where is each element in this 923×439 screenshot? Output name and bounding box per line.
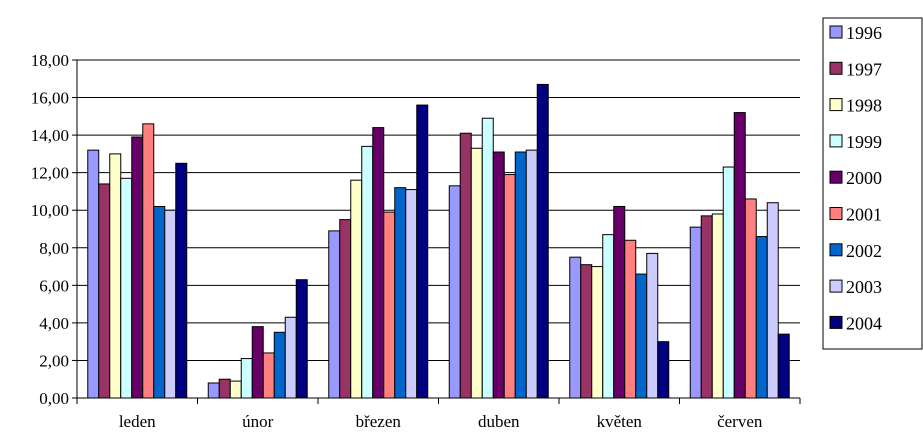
legend-swatch-2001 [829,207,843,220]
y-tick-label: 10,00 [31,201,69,220]
legend-label-2001: 2001 [846,205,882,225]
bar-2004-leden [175,162,188,399]
legend-swatch-2002 [829,243,843,257]
y-tick-label: 0,00 [39,389,69,408]
bar-2000-duben [492,151,505,399]
bar-1999-únor [240,358,253,399]
bar-1997-květen [580,264,593,399]
bar-2002-červen [755,236,768,399]
legend-label-1999: 1999 [846,132,882,152]
legend-label-1997: 1997 [846,59,882,79]
bar-2002-květen [635,273,648,399]
bar-1996-duben [448,185,461,399]
bar-1997-únor [218,378,231,399]
bar-2000-březen [372,127,385,399]
bar-2003-červen [766,202,779,399]
legend-swatch-2000 [829,170,843,184]
bar-1997-leden [98,183,111,399]
bar-2004-únor [295,279,308,399]
bar-2001-květen [624,239,637,399]
gridlines [77,59,800,361]
legend-swatch-2003 [829,279,843,293]
bar-2002-březen [394,187,407,399]
bar-2003-leden [164,209,177,399]
legend-swatch-1997 [829,61,843,75]
x-tick-label: březen [356,412,402,431]
legend-swatch-1998 [829,98,843,112]
bars [87,83,790,399]
bar-2001-duben [503,174,516,399]
y-tick-label: 16,00 [31,89,69,108]
bar-1999-březen [361,145,374,399]
legend-swatch-1999 [829,134,843,148]
y-tick-label: 6,00 [39,276,69,295]
bar-1998-březen [350,179,363,399]
legend-swatch-1996 [829,25,843,39]
legend-label-2003: 2003 [846,277,882,297]
y-tick-label: 12,00 [31,164,69,183]
bar-2004-květen [657,341,670,399]
bar-2002-duben [514,151,527,399]
bar-2000-červen [733,112,746,399]
bar-2001-červen [744,198,757,399]
bar-2001-březen [383,211,396,399]
bar-2001-leden [142,123,155,399]
x-tick-label: leden [119,412,156,431]
legend-label-1996: 1996 [846,23,882,43]
bar-1998-květen [591,266,604,399]
x-tick-label: únor [242,412,274,431]
bar-2003-květen [646,252,659,399]
bar-1996-leden [87,149,100,399]
bar-2003-březen [405,189,418,399]
legend: 1996 1997 1998 1999 2000 2001 2002 2003 2004 [822,17,923,350]
legend-label-1998: 1998 [846,96,882,116]
y-tick-label: 18,00 [31,51,69,70]
legend-label-2000: 2000 [846,168,882,188]
bar-1996-červen [689,226,702,399]
bar-1999-leden [120,177,133,399]
bar-1998-leden [109,153,122,399]
bar-2000-leden [131,136,144,399]
bar-2002-únor [273,331,286,399]
y-tick-label: 4,00 [39,314,69,333]
legend-label-2004: 2004 [846,313,882,333]
bar-2003-duben [525,149,538,399]
bar-2004-březen [416,104,429,399]
y-tick-label: 8,00 [39,239,69,258]
x-tick-label: duben [478,412,520,431]
bar-1996-únor [207,382,220,399]
bar-1997-duben [459,132,472,399]
bar-2000-únor [251,326,264,399]
x-tick-label: červen [717,412,763,431]
bar-1997-červen [700,215,713,399]
x-tick-label: květen [597,412,643,431]
bar-1999-červen [722,166,735,399]
legend-swatch-2004 [829,315,843,329]
axes: 0,00 2,00 4,00 6,00 8,00 10,00 12,00 14,00 16,00… [31,51,801,431]
bar-1998-červen [711,213,724,399]
y-tick-label: 2,00 [39,351,69,370]
bar-2002-leden [153,205,166,399]
bar-1996-květen [569,256,582,399]
bar-1999-květen [602,234,615,399]
y-tick-label: 14,00 [31,126,69,145]
bar-2003-únor [284,316,297,399]
bar-2000-květen [613,205,626,399]
bar-1997-březen [339,219,352,399]
bar-1999-duben [481,117,494,399]
bar-1998-únor [229,380,242,399]
bar-2004-červen [777,333,790,399]
bar-1998-duben [470,147,483,399]
legend-label-2002: 2002 [846,241,882,261]
bar-2001-únor [262,352,275,399]
bar-2004-duben [536,83,549,399]
bar-1996-březen [328,230,341,399]
